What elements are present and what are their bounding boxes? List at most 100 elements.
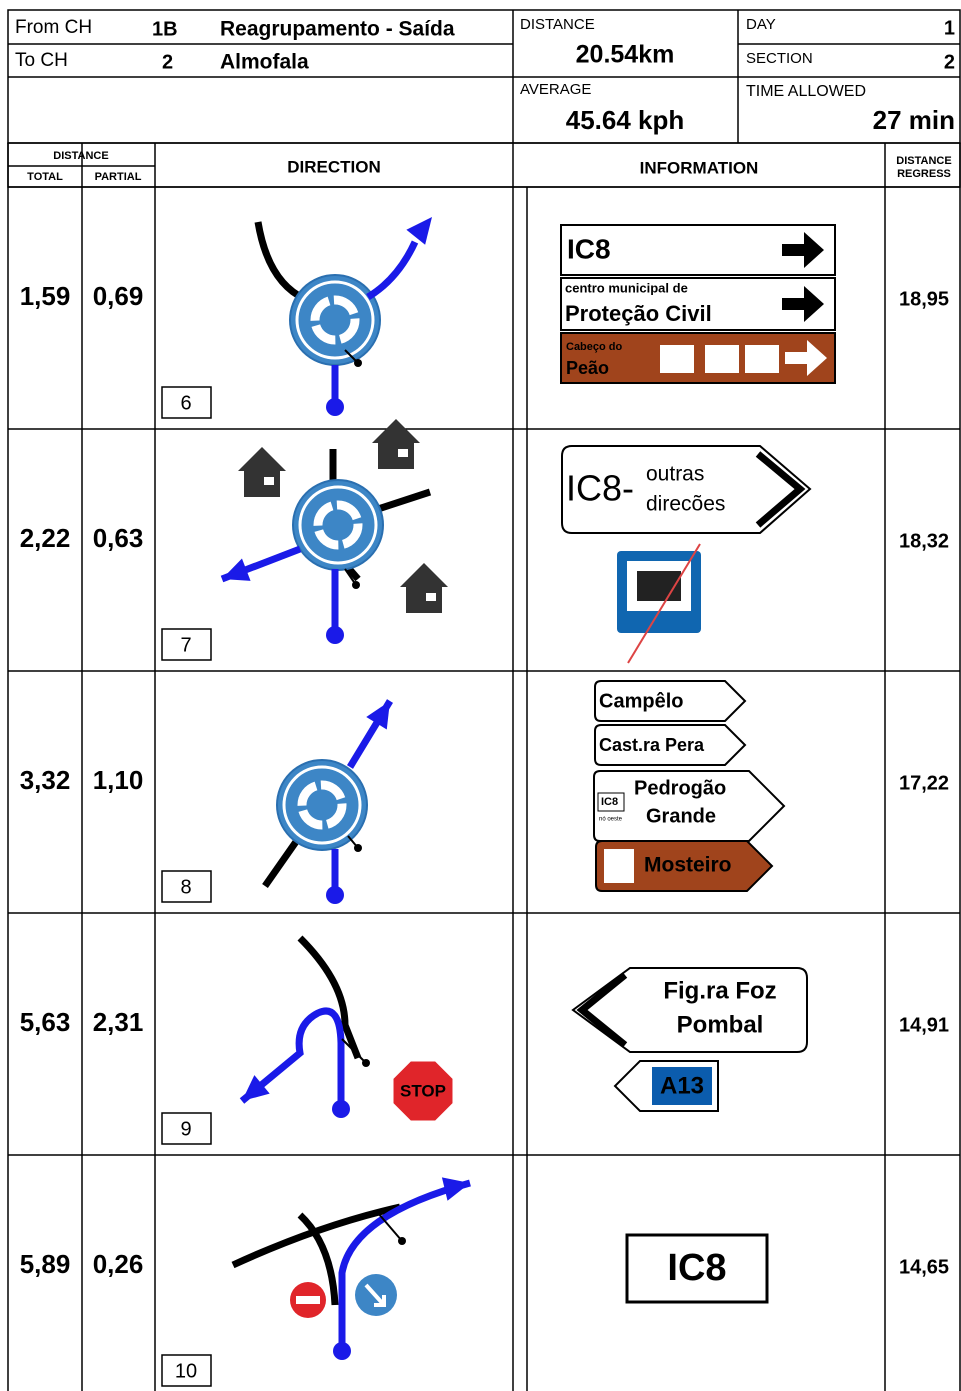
section-label: SECTION [746,50,813,67]
from-label: From CH [15,17,92,38]
sign [625,1233,769,1304]
sign-text: IC8 [567,233,611,264]
sign-text: IC8 [667,1247,726,1289]
box-number: 9 [180,1118,191,1140]
route [239,1007,345,1109]
no-entry-bar [296,1296,320,1304]
sign-text: direcões [646,493,725,516]
side-road [341,1038,367,1064]
time-allowed: 27 min [873,105,955,135]
road [231,1203,401,1269]
distance-label: DISTANCE [520,16,595,33]
box-number-frame [161,1354,212,1387]
start-dot [326,626,344,644]
total-distance: 2,22 [20,523,71,553]
average-label: AVERAGE [520,81,591,98]
sign-text: outras [646,463,704,486]
partial-distance: 1,10 [93,765,144,795]
roundabout-ring [282,765,362,845]
side-dot [398,1237,406,1245]
regress-distance: 17,22 [899,772,949,794]
box-number-frame [161,1112,212,1145]
distance-col: DISTANCE [53,150,108,162]
sign-text: Grande [646,805,716,827]
direction-sign [571,967,808,1053]
from-name: Reagrupamento - Saída [220,18,455,41]
box-number: 8 [180,876,191,898]
roundabout [289,274,381,366]
road [297,935,362,1060]
direction-sign [561,445,812,534]
regress-distance: 18,32 [899,530,949,552]
regress-col: DISTANCE [896,155,951,167]
sign-chevron [755,451,806,528]
direction-col: DIRECTION [287,157,381,176]
strike [627,543,701,664]
sign-arrow [782,286,824,322]
sign-text: IC8 [601,796,618,808]
road [254,221,307,303]
pictogram [745,345,779,373]
roundabout-arrows [297,780,347,830]
sign-text: Pombal [677,1011,764,1038]
total-distance: 1,59 [20,281,71,311]
house-window [426,593,436,601]
roundabout [292,479,384,571]
regress-distance: 18,95 [899,288,949,310]
information-col: INFORMATION [640,158,759,177]
regress-col: REGRESS [897,168,951,180]
time-label: TIME ALLOWED [746,83,866,100]
side-road [377,1212,403,1242]
sign-text: Pedrogão [634,777,726,799]
house [244,471,280,497]
route-arrowhead [366,701,390,730]
sign-text: centro municipal de [565,280,688,295]
start-dot [332,1100,350,1118]
start-dot [326,398,344,416]
direction-sign [594,680,747,722]
sign-chevron [576,972,628,1048]
sign-text: nó oeste [599,817,623,823]
row: 3,32 1,10 17,22 8 Campêlo Cast.ra Pera IC8 nó o… [8,670,960,904]
box-number: 10 [175,1360,197,1382]
sign-text: A13 [660,1072,704,1099]
house [378,443,414,469]
side-dot [354,359,362,367]
direction-sign [594,724,747,766]
row: 2,22 0,63 18,32 7 IC8- outras direcões [8,419,960,664]
box-number-frame [161,386,212,419]
direction-sign [595,840,774,892]
column-header: DISTANCE TOTAL PARTIAL DIRECTION INFORMA… [7,142,961,188]
route [338,1179,471,1351]
roundabout-arrows [313,500,363,550]
pictogram [660,345,694,373]
sign-arrow [785,340,827,376]
route [366,240,419,301]
sign-text: Mosteiro [644,854,732,877]
to-label: To CH [15,50,68,71]
sign-text: Peão [566,358,609,378]
grid-lines [7,143,961,1391]
box-number-frame [161,628,212,661]
row: 1,59 0,69 18,95 6 IC8 centro municipal de Prot… [8,186,960,419]
route-arrowhead [242,1075,270,1101]
side-dot [352,581,360,589]
partial-distance: 0,69 [93,281,144,311]
partial-distance: 2,31 [93,1007,144,1037]
sign-text: Proteção Civil [565,301,712,326]
total-col: TOTAL [27,171,63,183]
road [370,488,432,515]
route-arrowhead [406,217,432,245]
start-dot [326,886,344,904]
road [262,833,303,889]
header: From CH 1B Reagrupamento - Saída To CH 2… [7,9,961,144]
start-dot [333,1342,351,1360]
road [297,1212,339,1306]
total-distance: 3,32 [20,765,71,795]
side-dot [362,1059,370,1067]
house-window [398,449,408,457]
stop-sign [391,1059,455,1123]
box-number: 7 [180,634,191,656]
row: 5,89 0,26 14,65 10 IC8 [8,1154,960,1387]
